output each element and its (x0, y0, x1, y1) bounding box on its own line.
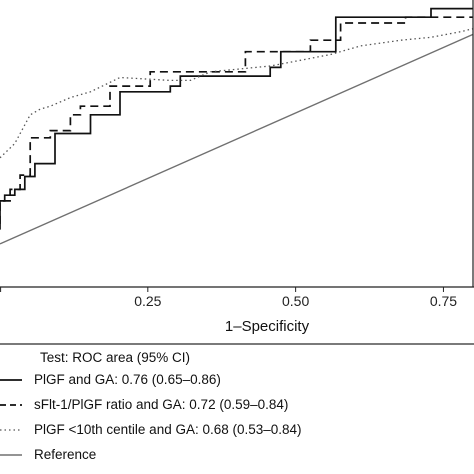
x-axis-label: 1–Specificity (225, 318, 310, 335)
x-tick-label-2: 0.50 (282, 293, 309, 309)
legend-label-3: PlGF <10th centile and GA: 0.68 (0.53–0.… (34, 422, 302, 437)
legend-box (0, 343, 474, 345)
legend-label-2: sFlt-1/PlGF ratio and GA: 0.72 (0.59–0.8… (34, 397, 288, 412)
x-tick-label-3: 0.75 (430, 293, 457, 309)
x-tick-label-1: 0.25 (134, 293, 161, 309)
legend: Test: ROC area (95% CI) PlGF and GA: 0.76… (0, 343, 474, 462)
legend-label-1: PlGF and GA: 0.76 (0.65–0.86) (34, 372, 221, 387)
legend-label-4: Reference (34, 447, 96, 462)
series-line-2 (0, 16, 473, 224)
series-line-4 (0, 33, 473, 245)
plot-area (0, 7, 473, 245)
legend-title: Test: ROC area (95% CI) (40, 350, 190, 365)
axes: 0.25 0.50 0.75 (0, 0, 474, 309)
